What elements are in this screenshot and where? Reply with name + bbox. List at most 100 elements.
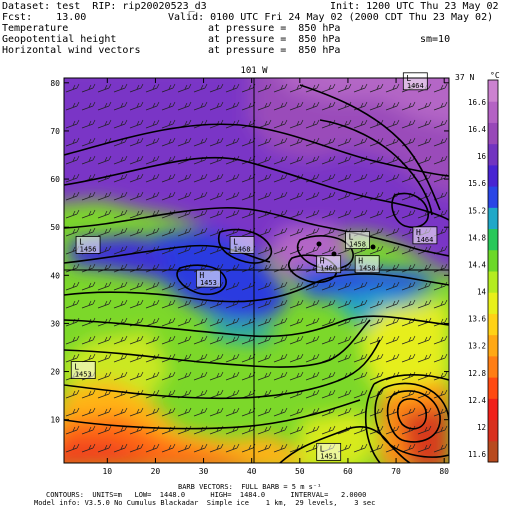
temperature-colorbar: °C 16.6 16.4 16 15.6 15.2 14.8 14.4 14 13.6 13.2 12… <box>468 71 500 463</box>
wind-barb <box>401 353 416 363</box>
wind-barb <box>401 407 416 417</box>
plot-frame <box>63 77 450 464</box>
wind-barb <box>273 443 288 453</box>
wind-barb <box>161 299 176 309</box>
height-label-kind: H <box>358 257 363 266</box>
wind-barb <box>257 425 272 435</box>
wind-barb <box>369 299 384 309</box>
colorbar-swatch <box>488 122 498 145</box>
height-label-kind: H <box>320 257 325 266</box>
wind-barb <box>321 155 336 165</box>
wind-barb <box>401 137 416 147</box>
wind-barb <box>417 119 432 129</box>
wind-barb <box>257 101 272 111</box>
wind-barb <box>289 353 304 363</box>
wind-barb <box>129 101 144 111</box>
wind-barb <box>177 227 192 237</box>
wind-barb <box>385 281 400 291</box>
x-tick-label: 70 <box>391 467 401 476</box>
height-label-box <box>354 255 380 274</box>
wind-barb <box>129 443 144 453</box>
y-tick-label: 30 <box>50 319 60 328</box>
colorbar-tick-label: 13.2 <box>468 342 486 351</box>
wind-barb <box>369 245 384 255</box>
wind-barb <box>353 119 368 129</box>
y-tick-label: 40 <box>50 271 60 280</box>
colorbar-swatch <box>488 440 498 463</box>
wind-barb <box>385 101 400 111</box>
colorbar-tick-label: 12.8 <box>468 369 487 378</box>
wind-barb <box>113 101 128 111</box>
wind-barb <box>353 353 368 363</box>
wind-barb <box>193 227 208 237</box>
wind-barb <box>225 371 240 381</box>
field-temperature: Temperature <box>2 23 69 34</box>
wind-barb <box>209 335 224 345</box>
height-label-box <box>75 236 101 254</box>
wind-barb <box>273 317 288 327</box>
wind-barb <box>97 227 112 237</box>
wind-barb <box>65 119 80 129</box>
wind-barb <box>161 443 176 453</box>
wind-barb <box>65 101 80 111</box>
wind-barb <box>305 335 320 345</box>
station-marker <box>331 251 337 257</box>
wind-barb <box>97 83 112 93</box>
wind-barb <box>97 371 112 381</box>
wind-barb <box>257 371 272 381</box>
wind-barb <box>353 443 368 453</box>
wind-barb <box>353 137 368 147</box>
wind-barb <box>289 335 304 345</box>
colorbar-tick-label: 16 <box>477 152 487 161</box>
colorbar-tick-label: 14.8 <box>468 233 487 242</box>
colorbar-swatch <box>488 334 498 357</box>
height-label-kind: L <box>79 237 84 246</box>
wind-barb <box>257 443 272 453</box>
colorbar-frame <box>487 79 499 463</box>
wind-barb <box>65 335 80 345</box>
wind-barb <box>129 227 144 237</box>
wind-barb <box>369 317 384 327</box>
wind-barb <box>273 335 288 345</box>
colorbar-swatch <box>488 207 498 230</box>
wind-barb <box>209 191 224 201</box>
x-tick-label: 50 <box>295 467 305 476</box>
wind-barb <box>145 83 160 93</box>
wind-barb <box>305 317 320 327</box>
wind-barb <box>353 209 368 219</box>
wind-barb <box>81 407 96 417</box>
wind-barb <box>97 155 112 165</box>
wind-barb <box>209 371 224 381</box>
height-contour <box>64 315 449 338</box>
wind-barb <box>273 173 288 183</box>
colorbar-tick-label: 16.4 <box>468 125 487 134</box>
height-label-box <box>316 442 342 461</box>
height-label-box <box>345 231 370 250</box>
y-tick-label: 80 <box>50 79 60 88</box>
wind-barb <box>385 245 400 255</box>
wind-barb <box>273 245 288 255</box>
wind-barb <box>145 317 160 327</box>
wind-barb <box>113 371 128 381</box>
wind-barb <box>161 173 176 183</box>
wind-barb <box>225 173 240 183</box>
wind-barb <box>257 155 272 165</box>
wind-barb <box>129 281 144 291</box>
wind-barb <box>321 245 336 255</box>
height-contour <box>64 244 271 264</box>
wind-barb <box>177 299 192 309</box>
wind-barb <box>145 371 160 381</box>
x-tick-label: 60 <box>343 467 353 476</box>
wind-barb <box>209 443 224 453</box>
wind-barb <box>97 407 112 417</box>
wind-barb <box>225 83 240 93</box>
wind-barb <box>273 155 288 165</box>
colorbar-swatch <box>488 398 498 421</box>
wind-barb <box>225 281 240 291</box>
height-label-value: 1458 <box>359 265 376 273</box>
wind-barb <box>81 209 96 219</box>
colorbar-swatch <box>488 292 498 314</box>
wind-barb <box>369 209 384 219</box>
